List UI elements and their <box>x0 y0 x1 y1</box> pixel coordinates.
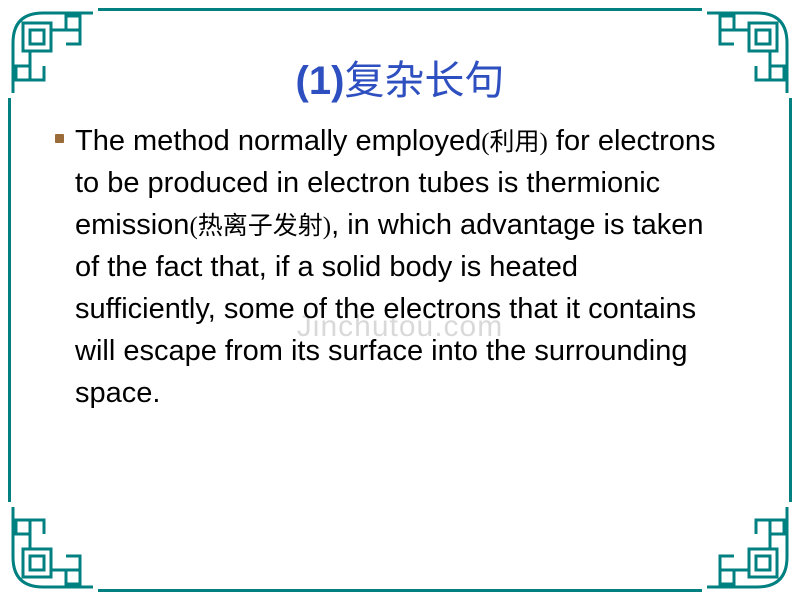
content-area: The method normally employed(利用) for ele… <box>75 120 725 414</box>
body-paragraph: The method normally employed(利用) for ele… <box>75 120 725 414</box>
slide-title: (1)复杂长句 <box>0 48 800 106</box>
corner-ornament-br <box>702 502 792 592</box>
title-number: (1) <box>296 59 345 103</box>
corner-ornament-bl <box>8 502 98 592</box>
text-segment-1: The method normally employed <box>75 125 481 157</box>
paren-1: (利用) <box>481 129 548 156</box>
title-text: 复杂长句 <box>344 58 504 103</box>
paren-2: (热离子发射) <box>189 213 331 240</box>
bullet-icon <box>55 134 64 143</box>
